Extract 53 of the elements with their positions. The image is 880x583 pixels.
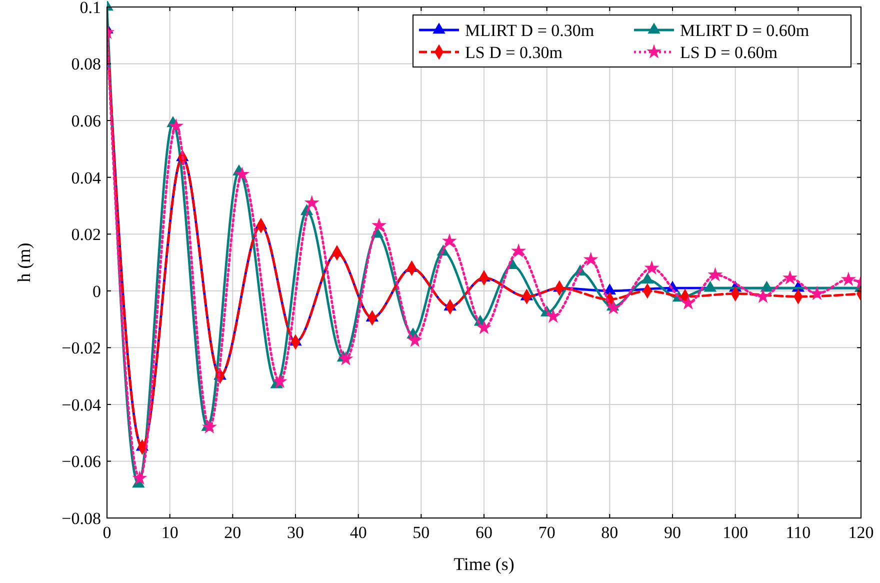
point (606, 300, 621, 314)
point (755, 288, 770, 303)
x-tick-label: 110 (786, 523, 811, 542)
point (234, 166, 250, 181)
point (782, 270, 798, 285)
x-tick-label: 10 (161, 523, 178, 542)
point (840, 272, 856, 286)
x-tick-label: 50 (412, 523, 430, 542)
y-tick-label: 0.08 (71, 54, 101, 74)
point (583, 252, 598, 266)
point (641, 272, 654, 284)
y-tick-label: 0.04 (71, 168, 102, 188)
x-tick-label: 30 (287, 523, 304, 542)
x-tick-label: 60 (476, 523, 492, 542)
y-tick-label: −0.04 (62, 395, 102, 414)
point (168, 118, 184, 133)
x-tick-label: 20 (224, 523, 242, 542)
point (202, 419, 217, 434)
point (708, 267, 723, 282)
y-axis-title: h (m) (14, 242, 34, 282)
point (644, 260, 660, 275)
x-axis-title: Time (s) (454, 554, 514, 574)
point (546, 308, 561, 323)
legend-label: LS D = 0.30m (465, 42, 562, 62)
point (304, 194, 320, 210)
legend-label: MLIRT D = 0.30m (465, 20, 594, 40)
x-tick-label: 100 (722, 523, 748, 542)
point (476, 320, 492, 334)
point (760, 280, 774, 292)
x-tick-label: 40 (350, 523, 367, 542)
point (407, 332, 422, 347)
point (272, 374, 288, 388)
x-tick-label: 90 (664, 523, 681, 542)
point (372, 218, 387, 232)
point (132, 470, 148, 485)
point (704, 280, 717, 292)
y-tick-label: 0.1 (80, 0, 101, 17)
y-tick-label: −0.06 (62, 452, 101, 472)
y-tick-label: 0.06 (71, 112, 101, 131)
y-tick-label: −0.02 (62, 338, 101, 358)
x-tick-label: 80 (601, 523, 618, 542)
point (810, 286, 825, 300)
point (338, 351, 354, 366)
legend-label: LS D = 0.60m (680, 42, 778, 62)
y-tick-label: −0.08 (62, 508, 101, 528)
point (680, 295, 696, 310)
y-tick-label: 0 (92, 282, 101, 301)
x-tick-label: 120 (848, 523, 874, 542)
y-tick-label: 0.02 (71, 225, 101, 244)
legend-label: MLIRT D = 0.60m (680, 20, 810, 40)
point (511, 243, 526, 258)
x-tick-label: 70 (538, 523, 556, 542)
point (442, 233, 457, 248)
